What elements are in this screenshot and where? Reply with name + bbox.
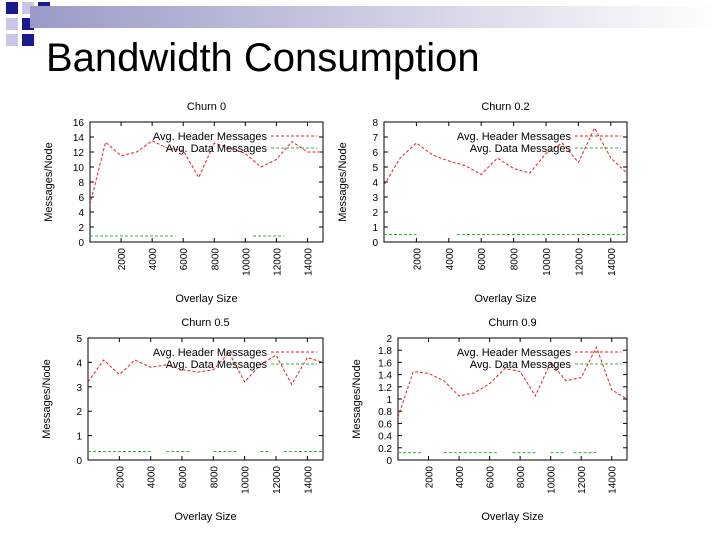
plot-frame	[87, 337, 324, 461]
y-axis-label: Messages/Node	[337, 142, 349, 222]
y-tick-label: 4	[372, 178, 378, 189]
x-tick-label: 6000	[486, 466, 497, 489]
x-tick-label: 2000	[115, 466, 126, 489]
y-tick-label: 0	[76, 456, 82, 467]
y-tick-label: 10	[73, 163, 85, 174]
y-tick-label: 5	[76, 334, 82, 345]
legend-label: Avg. Data Messages	[166, 143, 268, 155]
x-axis-label: Overlay Size	[175, 293, 237, 305]
x-tick-label: 10000	[241, 248, 252, 276]
y-tick-label: 2	[76, 407, 82, 418]
x-tick-label: 14000	[608, 466, 619, 494]
x-tick-label: 8000	[209, 466, 220, 489]
y-tick-label: 1.6	[378, 358, 392, 369]
x-tick-label: 8000	[516, 466, 527, 489]
y-tick-label: 3	[372, 193, 378, 204]
legend-label: Avg. Header Messages	[153, 131, 268, 143]
y-tick-label: 0.2	[378, 444, 392, 455]
x-tick-label: 12000	[577, 466, 588, 494]
chart-title: Churn 0.2	[481, 101, 529, 113]
y-tick-label: 12	[73, 148, 85, 159]
bullet-square-light	[6, 34, 18, 46]
x-axis-label: Overlay Size	[481, 511, 543, 523]
chart-panel: Churn 0.9 00.20.4 0.60.811.21.4 1.61.82 2000…	[351, 317, 628, 523]
x-tick-label: 6000	[477, 248, 488, 271]
y-tick-label: 6	[78, 193, 84, 204]
y-tick-label: 1	[372, 223, 378, 234]
bullet-square-dark	[6, 2, 18, 14]
y-tick-label: 2	[386, 334, 392, 345]
x-tick-label: 12000	[272, 466, 283, 494]
header-messages-line	[87, 351, 324, 386]
y-axis-label: Messages/Node	[43, 142, 55, 222]
chart-panel: Churn 0 0 2 4 6 8 10 12 14 16 2000 4000 6000 8000 1000…	[43, 101, 324, 305]
x-tick-label: 10000	[547, 466, 558, 494]
y-tick-label: 16	[73, 118, 85, 129]
x-tick-label: 4000	[147, 466, 158, 489]
legend-label: Avg. Data Messages	[166, 359, 268, 371]
title-rule	[30, 6, 720, 28]
x-axis-label: Overlay Size	[474, 293, 536, 305]
legend-label: Avg. Header Messages	[457, 131, 572, 143]
y-tick-label: 4	[76, 358, 82, 369]
y-tick-label: 1	[386, 395, 392, 406]
x-tick-label: 14000	[607, 248, 618, 276]
y-axis-label: Messages/Node	[41, 359, 53, 439]
y-tick-label: 8	[78, 178, 84, 189]
page-title: Bandwidth Consumption	[46, 36, 480, 80]
x-tick-label: 6000	[178, 466, 189, 489]
y-tick-label: 0.8	[378, 407, 392, 418]
bullet-square-light	[6, 18, 18, 30]
x-axis-label: Overlay Size	[174, 511, 236, 523]
y-tick-label: 1.4	[378, 371, 392, 382]
x-tick-label: 14000	[303, 466, 314, 494]
x-tick-label: 14000	[303, 248, 314, 276]
x-tick-label: 10000	[542, 248, 553, 276]
y-tick-label: 5	[372, 163, 378, 174]
x-tick-label: 4000	[148, 248, 159, 271]
x-tick-label: 8000	[210, 248, 221, 271]
x-tick-label: 12000	[574, 248, 585, 276]
x-tick-label: 4000	[445, 248, 456, 271]
y-tick-label: 2	[372, 208, 378, 219]
x-tick-label: 10000	[241, 466, 252, 494]
y-tick-label: 2	[78, 223, 84, 234]
y-tick-label: 7	[372, 133, 378, 144]
legend-label: Avg. Data Messages	[470, 359, 572, 371]
bullet-square-dark	[22, 34, 34, 46]
legend-label: Avg. Header Messages	[457, 347, 572, 359]
legend-label: Avg. Data Messages	[470, 143, 572, 155]
y-tick-label: 0	[78, 238, 84, 249]
chart-title: Churn 0.9	[488, 317, 536, 329]
y-tick-label: 1	[76, 432, 82, 443]
header-messages-line	[397, 345, 628, 418]
chart-panel: Churn 0.5 0 1 2 3 4 5 2000 4000 6000 8000 10000 1200…	[41, 317, 324, 523]
y-tick-label: 1.8	[378, 346, 392, 357]
x-tick-label: 4000	[455, 466, 466, 489]
x-tick-label: 2000	[117, 248, 128, 271]
x-tick-label: 12000	[272, 248, 283, 276]
x-tick-label: 8000	[510, 248, 521, 271]
y-tick-label: 0.4	[378, 432, 392, 443]
legend-label: Avg. Header Messages	[153, 347, 268, 359]
x-tick-label: 2000	[425, 466, 436, 489]
y-tick-label: 0	[372, 238, 378, 249]
y-tick-label: 6	[372, 148, 378, 159]
y-tick-label: 0.6	[378, 419, 392, 430]
chart-title: Churn 0	[187, 101, 226, 113]
y-tick-label: 1.2	[378, 383, 392, 394]
y-tick-label: 3	[76, 383, 82, 394]
x-tick-label: 2000	[412, 248, 423, 271]
y-tick-label: 0	[386, 456, 392, 467]
y-axis-label: Messages/Node	[351, 359, 363, 439]
chart-panel: Churn 0.2 0 1 2 3 4 5 6 7 8 2000 4000 6000 8000 10000 1…	[337, 101, 628, 305]
y-tick-label: 8	[372, 118, 378, 129]
y-tick-label: 4	[78, 208, 84, 219]
x-tick-label: 6000	[179, 248, 190, 271]
chart-title: Churn 0.5	[181, 317, 229, 329]
header-messages-line	[89, 140, 323, 205]
y-tick-label: 14	[73, 133, 85, 144]
